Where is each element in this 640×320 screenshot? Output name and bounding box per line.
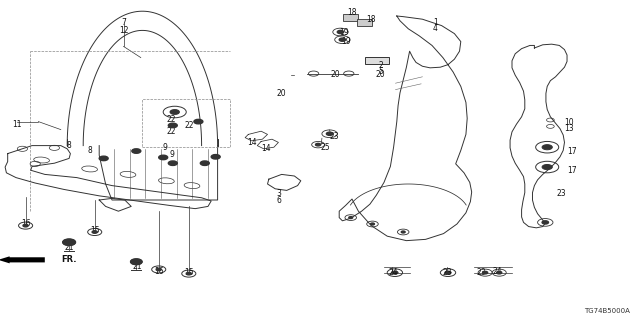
Text: 24: 24: [492, 268, 502, 276]
Text: 15: 15: [90, 226, 100, 235]
Circle shape: [542, 221, 548, 224]
Text: 16: 16: [154, 267, 164, 276]
Circle shape: [99, 156, 108, 161]
Text: 8: 8: [66, 141, 71, 150]
Text: 15: 15: [184, 268, 195, 277]
Text: 8: 8: [87, 146, 92, 155]
Circle shape: [186, 272, 191, 275]
Circle shape: [371, 223, 374, 225]
Text: 17: 17: [566, 166, 577, 175]
Circle shape: [156, 268, 161, 271]
Circle shape: [542, 145, 552, 150]
Text: 14: 14: [260, 144, 271, 153]
Circle shape: [316, 143, 321, 146]
Text: FR.: FR.: [61, 255, 76, 264]
Text: 6: 6: [276, 196, 282, 205]
FancyBboxPatch shape: [357, 19, 372, 26]
Text: 19: 19: [340, 37, 351, 46]
Text: 5: 5: [378, 67, 383, 76]
Text: 17: 17: [566, 147, 577, 156]
Text: 19: 19: [339, 28, 349, 37]
Text: 9: 9: [162, 143, 167, 152]
Text: 13: 13: [564, 124, 574, 133]
Text: 21: 21: [65, 243, 74, 252]
Text: 22: 22: [167, 127, 176, 136]
Circle shape: [132, 149, 141, 153]
Text: 22: 22: [167, 115, 176, 124]
Circle shape: [63, 239, 76, 245]
Circle shape: [483, 271, 488, 274]
Circle shape: [159, 155, 168, 160]
Circle shape: [131, 259, 142, 265]
Text: 22: 22: [184, 121, 193, 130]
Circle shape: [170, 110, 179, 114]
Circle shape: [497, 271, 502, 274]
Circle shape: [349, 217, 353, 219]
Text: 25: 25: [321, 143, 331, 152]
Text: 12: 12: [119, 26, 128, 35]
Text: 2: 2: [378, 61, 383, 70]
Text: 14: 14: [246, 138, 257, 147]
Circle shape: [542, 164, 552, 170]
Text: 24: 24: [388, 268, 398, 277]
Circle shape: [168, 123, 177, 128]
Text: 23: 23: [556, 189, 566, 198]
Text: 18: 18: [348, 8, 356, 17]
FancyArrow shape: [0, 256, 45, 263]
Text: 20: 20: [276, 89, 287, 98]
Circle shape: [392, 271, 398, 274]
FancyBboxPatch shape: [365, 57, 389, 64]
Text: 18: 18: [366, 15, 375, 24]
Circle shape: [194, 119, 203, 124]
Text: 23: 23: [476, 268, 486, 277]
FancyBboxPatch shape: [343, 14, 358, 21]
Circle shape: [92, 231, 97, 233]
Text: 20: 20: [330, 70, 340, 79]
Circle shape: [168, 161, 177, 165]
Text: 23: 23: [330, 132, 340, 141]
Circle shape: [23, 224, 28, 227]
Text: 11: 11: [13, 120, 22, 129]
Circle shape: [211, 155, 220, 159]
Text: 23: 23: [442, 268, 452, 277]
Text: 4: 4: [433, 24, 438, 33]
Text: 21: 21: [133, 262, 142, 271]
Text: 7: 7: [121, 18, 126, 27]
Circle shape: [339, 38, 346, 41]
Text: 9: 9: [169, 150, 174, 159]
Text: 16: 16: [20, 220, 31, 228]
Text: 10: 10: [564, 118, 574, 127]
Text: 1: 1: [433, 18, 438, 27]
Text: TG74B5000A: TG74B5000A: [584, 308, 630, 314]
Text: 3: 3: [276, 189, 282, 198]
Circle shape: [445, 271, 451, 274]
Circle shape: [200, 161, 209, 165]
Circle shape: [337, 30, 344, 34]
Circle shape: [326, 132, 333, 135]
Text: 20: 20: [375, 70, 385, 79]
Circle shape: [401, 231, 405, 233]
